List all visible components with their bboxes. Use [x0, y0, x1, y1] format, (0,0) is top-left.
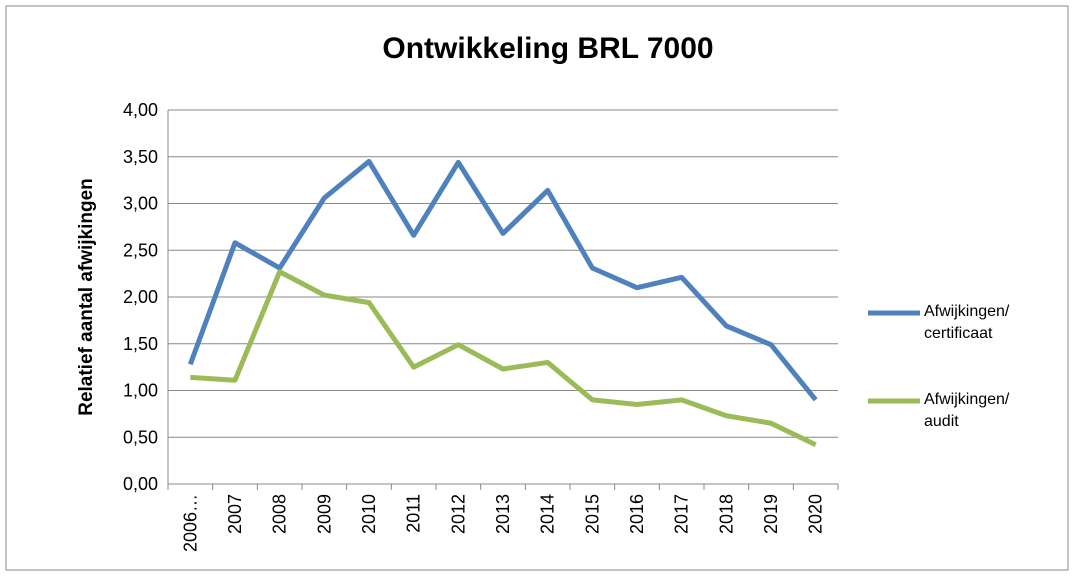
legend-label: Afwijkingen/ audit: [924, 391, 1010, 430]
y-axis-title: Relatief aantal afwijkingen: [76, 178, 97, 416]
x-tick-label: 2009: [314, 494, 334, 534]
y-tick-label: 1,50: [123, 334, 158, 354]
y-tick-label: 4,00: [123, 100, 158, 120]
chart-title: Ontwikkeling BRL 7000: [382, 32, 713, 65]
x-tick-label: 2012: [448, 494, 468, 534]
x-tick-label: 2017: [672, 494, 692, 534]
legend-label: Afwijkingen/ certificaat: [924, 303, 1010, 342]
y-tick-label: 2,50: [123, 240, 158, 260]
x-tick-label: 2008: [270, 494, 290, 534]
x-tick-label: 2006…: [180, 494, 200, 552]
y-tick-label: 2,00: [123, 287, 158, 307]
x-tick-label: 2014: [538, 494, 558, 534]
x-tick-label: 2007: [225, 494, 245, 534]
y-tick-label: 0,00: [123, 474, 158, 494]
y-tick-label: 0,50: [123, 427, 158, 447]
x-tick-label: 2010: [359, 494, 379, 534]
y-tick-label: 3,50: [123, 147, 158, 167]
y-tick-label: 1,00: [123, 381, 158, 401]
y-tick-label: 3,00: [123, 194, 158, 214]
x-tick-label: 2015: [582, 494, 602, 534]
x-tick-label: 2019: [761, 494, 781, 534]
x-tick-label: 2020: [806, 494, 826, 534]
chart-frame: [5, 5, 1069, 571]
x-tick-label: 2016: [627, 494, 647, 534]
line-series: [187, 158, 818, 402]
x-tick-label: 2018: [716, 494, 736, 534]
x-tick-label: 2011: [404, 494, 424, 533]
x-tick-label: 2013: [493, 494, 513, 534]
line-series: [190, 269, 817, 447]
